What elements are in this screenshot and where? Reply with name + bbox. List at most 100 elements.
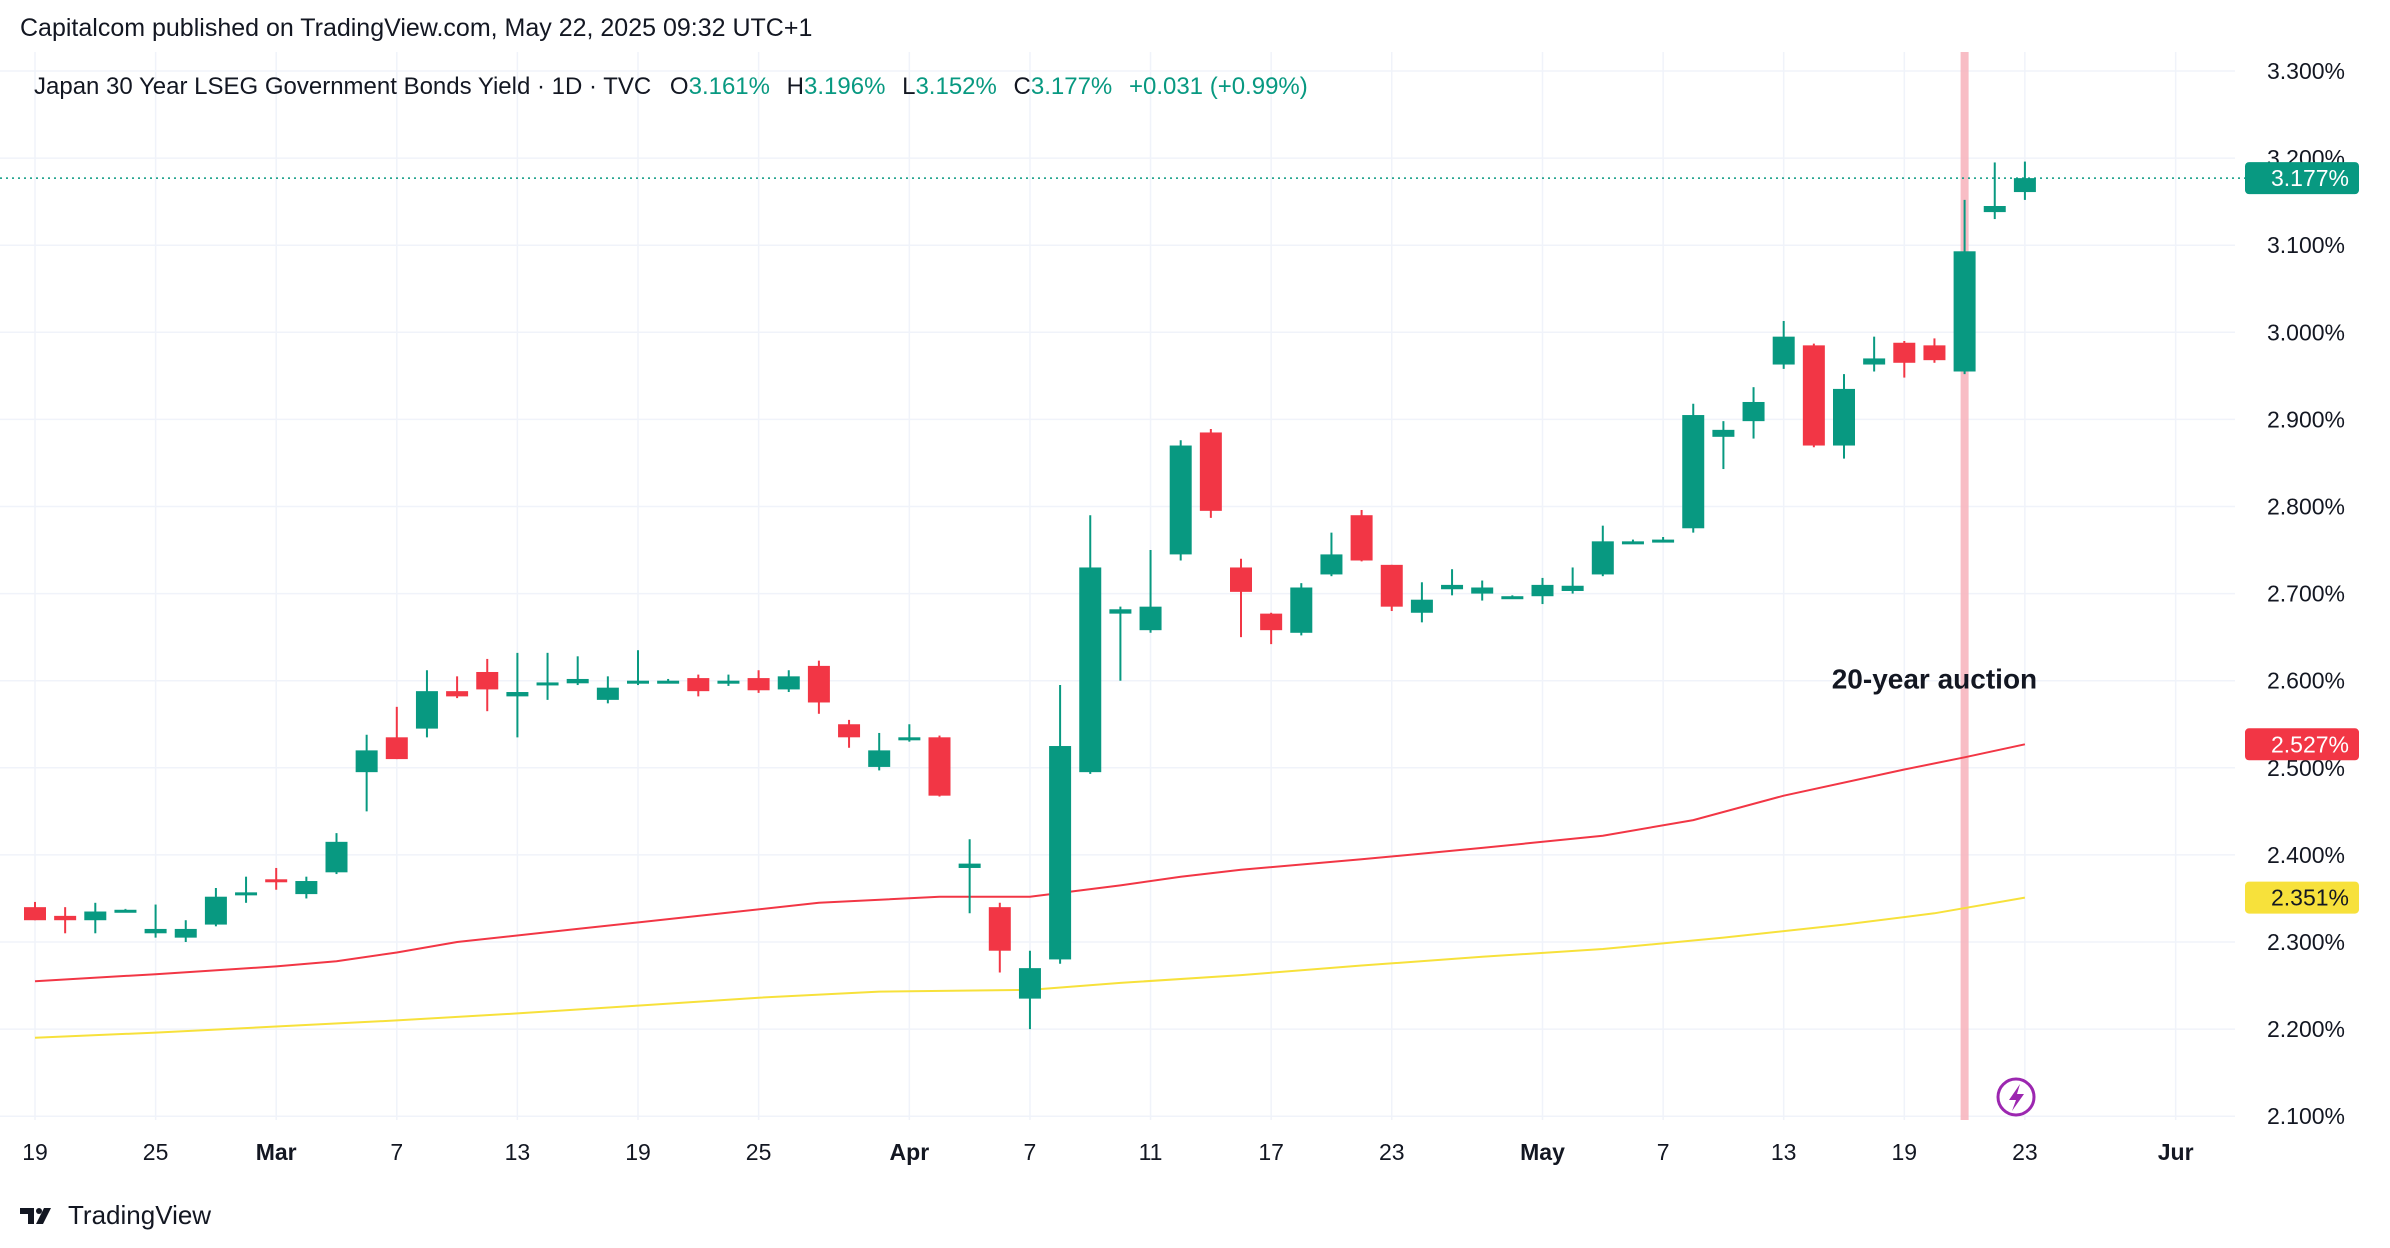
- candle-up: [295, 876, 318, 899]
- candle-up: [566, 656, 589, 686]
- candle-body: [868, 750, 891, 767]
- last-price-label-text: 3.177%: [2271, 165, 2349, 191]
- x-tick-label: 19: [625, 1139, 651, 1165]
- candle-body: [807, 665, 830, 703]
- candle-body: [1561, 585, 1584, 591]
- x-tick-label: 19: [1892, 1139, 1918, 1165]
- ma-red-label: 2.527%: [2245, 728, 2359, 761]
- candle-down: [54, 907, 77, 934]
- candle-body: [566, 678, 589, 684]
- candle-body: [1139, 606, 1162, 631]
- candle-body: [777, 676, 800, 690]
- last-price-label: 3.177%: [2245, 162, 2359, 195]
- candle-body: [1290, 587, 1313, 633]
- candle-body: [1923, 345, 1946, 361]
- candle-up: [1712, 421, 1735, 470]
- candle-up: [1139, 550, 1162, 633]
- y-tick-label: 2.600%: [2267, 668, 2345, 694]
- candle-up: [1169, 440, 1192, 561]
- ma-red-label-bg: [2245, 728, 2359, 761]
- y-tick-label: 3.000%: [2267, 319, 2345, 345]
- candle-up: [868, 732, 891, 771]
- candle-up: [1501, 595, 1524, 600]
- candle-body: [1682, 415, 1705, 529]
- candle-body: [415, 691, 438, 729]
- candle-up: [144, 904, 167, 938]
- candle-down: [687, 674, 710, 697]
- moving-average-red-line: [34, 743, 2026, 983]
- x-tick-label: Jur: [2158, 1139, 2194, 1165]
- candle-body: [385, 737, 408, 760]
- candle-up: [1531, 577, 1554, 605]
- candle-body: [1471, 587, 1494, 594]
- candle-body: [1380, 564, 1403, 607]
- grid-lines: [0, 52, 2235, 1120]
- candle-up: [1290, 583, 1313, 636]
- candle-body: [2013, 178, 2036, 193]
- candle-body: [1199, 432, 1222, 511]
- candle-body: [1772, 336, 1795, 365]
- ma-yellow-label-text: 2.351%: [2271, 885, 2349, 911]
- candles-layer: [24, 161, 2036, 1030]
- candle-body: [114, 909, 137, 913]
- candle-up: [1471, 580, 1494, 601]
- candle-down: [1230, 558, 1252, 638]
- candle-body: [747, 678, 770, 691]
- x-tick-label: 13: [505, 1139, 531, 1165]
- candle-down: [1923, 338, 1946, 363]
- candle-body: [627, 680, 649, 684]
- footer: TradingView: [20, 1200, 211, 1231]
- y-axis[interactable]: 3.300%3.200%3.100%3.000%2.900%2.800%2.70…: [2267, 58, 2345, 1129]
- candle-down: [476, 658, 499, 712]
- candle-up: [1561, 567, 1584, 594]
- y-tick-label: 2.100%: [2267, 1103, 2345, 1129]
- candle-up: [1772, 320, 1795, 369]
- candle-body: [1802, 345, 1825, 446]
- candle-up: [1410, 582, 1433, 623]
- candle-body: [928, 737, 951, 796]
- legend-open-label: O: [670, 73, 689, 100]
- legend-open-value: 3.161%: [689, 73, 770, 100]
- x-axis[interactable]: 19 25 Mar 7 13 19 25 Apr 7 11 17 23 May 7 13 19 23 Jur: [22, 1139, 2193, 1165]
- candle-up: [1079, 515, 1102, 774]
- candle-body: [1591, 541, 1614, 575]
- flash-icon[interactable]: [1996, 1077, 2036, 1117]
- candle-body: [204, 896, 227, 925]
- ma-yellow-label: 2.351%: [2245, 881, 2359, 914]
- candle-body: [325, 841, 348, 873]
- candle-down: [1802, 343, 1825, 448]
- y-tick-label: 2.800%: [2267, 494, 2345, 520]
- candle-body: [596, 687, 619, 700]
- y-tick-label: 2.200%: [2267, 1016, 2345, 1042]
- candle-down: [446, 676, 469, 699]
- candle-down: [1893, 341, 1916, 378]
- candle-body: [1501, 596, 1524, 600]
- candle-up: [1441, 569, 1464, 596]
- candle-body: [1863, 358, 1886, 365]
- candle-body: [898, 737, 921, 741]
- candle-up: [2013, 161, 2036, 200]
- candle-down: [265, 867, 288, 890]
- y-tick-label: 3.100%: [2267, 232, 2345, 258]
- candle-up: [536, 652, 559, 700]
- y-tick-label: 2.300%: [2267, 929, 2345, 955]
- candle-up: [898, 724, 921, 742]
- candle-up: [1621, 539, 1644, 545]
- candle-body: [1230, 567, 1252, 592]
- auction-annotation: 20-year auction: [1832, 664, 2037, 695]
- x-tick-label: 23: [2012, 1139, 2038, 1165]
- moving-average-yellow-line: [34, 896, 2026, 1039]
- x-tick-label: 11: [1139, 1139, 1163, 1165]
- y-tick-label: 2.900%: [2267, 406, 2345, 432]
- candle-body: [1953, 251, 1976, 372]
- candle-body: [54, 915, 77, 921]
- candle-body: [265, 879, 288, 883]
- candle-body: [838, 724, 861, 738]
- ma-yellow-label-bg: [2245, 881, 2359, 914]
- x-tick-label: Mar: [256, 1139, 297, 1165]
- candle-body: [1621, 541, 1644, 545]
- candle-up: [1320, 532, 1343, 577]
- candle-body: [1350, 515, 1373, 561]
- x-tick-label: May: [1520, 1139, 1565, 1165]
